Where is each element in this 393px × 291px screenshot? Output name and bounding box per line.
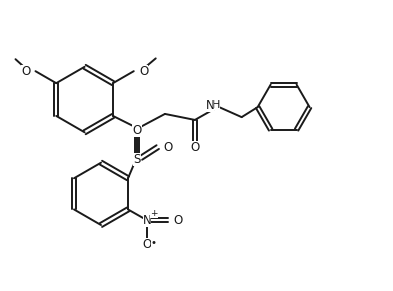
Text: O: O <box>190 141 200 155</box>
Text: •: • <box>151 238 157 248</box>
Text: O: O <box>163 141 172 154</box>
Text: +: + <box>150 209 158 218</box>
Text: O: O <box>142 238 152 251</box>
Text: O: O <box>21 65 30 78</box>
Text: N: N <box>132 123 141 136</box>
Text: S: S <box>133 153 141 166</box>
Text: O: O <box>173 214 182 227</box>
Text: O: O <box>139 65 148 78</box>
Text: H: H <box>212 100 220 110</box>
Text: O: O <box>132 124 141 137</box>
Text: N: N <box>206 99 215 112</box>
Text: N: N <box>143 214 151 227</box>
